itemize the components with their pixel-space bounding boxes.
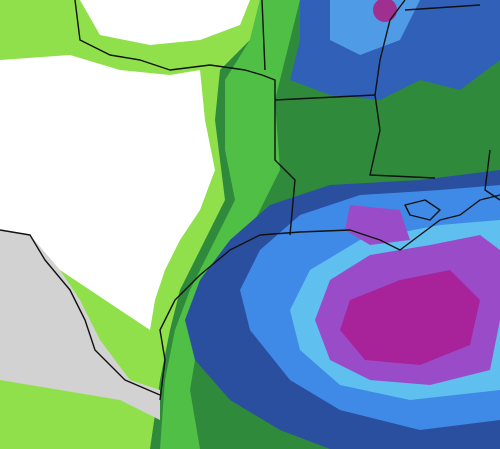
dry-area-north xyxy=(80,0,250,45)
country-border xyxy=(0,229,161,396)
state-border xyxy=(74,0,296,236)
rain-core-coast xyxy=(345,205,410,245)
coastline-bay xyxy=(404,199,441,221)
coastline xyxy=(159,194,500,401)
no-data-area xyxy=(0,230,160,420)
state-border xyxy=(274,94,436,179)
dry-area xyxy=(0,55,215,330)
rain-core-north xyxy=(330,0,420,55)
rain-peak-north xyxy=(373,0,397,22)
rain-peak xyxy=(340,270,480,365)
state-border xyxy=(404,4,481,11)
state-border xyxy=(261,0,266,71)
state-border xyxy=(374,0,406,96)
